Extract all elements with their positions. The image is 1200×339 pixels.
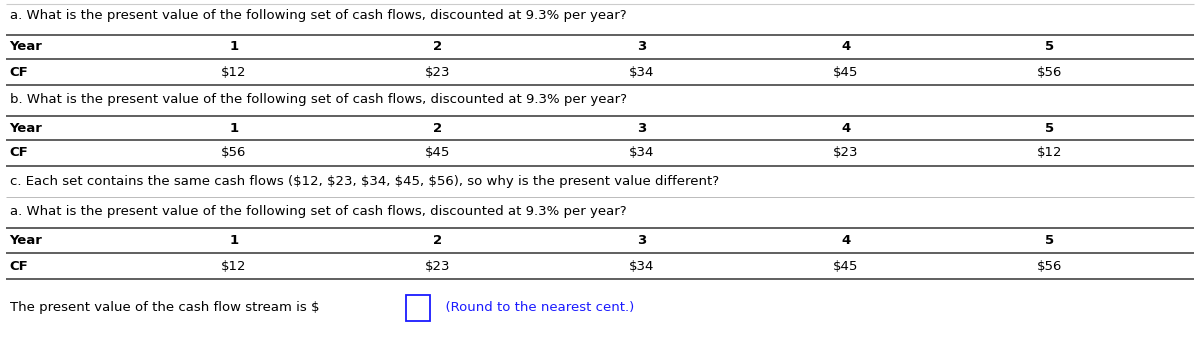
Text: (Round to the nearest cent.): (Round to the nearest cent.) (437, 301, 634, 315)
Text: 4: 4 (841, 121, 851, 135)
Text: $12: $12 (221, 65, 247, 79)
Text: a. What is the present value of the following set of cash flows, discounted at 9: a. What is the present value of the foll… (10, 205, 626, 219)
Text: b. What is the present value of the following set of cash flows, discounted at 9: b. What is the present value of the foll… (10, 94, 626, 106)
Text: $56: $56 (1037, 65, 1063, 79)
Text: 4: 4 (841, 235, 851, 247)
Text: $45: $45 (833, 65, 859, 79)
Text: 3: 3 (637, 40, 647, 54)
Text: 3: 3 (637, 235, 647, 247)
Text: $45: $45 (425, 146, 451, 160)
Text: $34: $34 (629, 65, 655, 79)
Text: Year: Year (10, 235, 42, 247)
Text: 5: 5 (1045, 235, 1055, 247)
Text: 4: 4 (841, 40, 851, 54)
Text: $34: $34 (629, 146, 655, 160)
Text: c. Each set contains the same cash flows ($12, $23, $34, $45, $56), so why is th: c. Each set contains the same cash flows… (10, 175, 719, 187)
Text: Year: Year (10, 40, 42, 54)
Text: CF: CF (10, 259, 29, 273)
Text: 5: 5 (1045, 121, 1055, 135)
Text: 2: 2 (433, 235, 443, 247)
Text: 3: 3 (637, 121, 647, 135)
Text: 5: 5 (1045, 40, 1055, 54)
Text: $23: $23 (425, 259, 451, 273)
Text: 1: 1 (229, 121, 239, 135)
Text: $12: $12 (1037, 146, 1063, 160)
Text: Year: Year (10, 121, 42, 135)
FancyBboxPatch shape (406, 295, 430, 321)
Text: $23: $23 (833, 146, 859, 160)
Text: 1: 1 (229, 235, 239, 247)
Text: CF: CF (10, 65, 29, 79)
Text: $34: $34 (629, 259, 655, 273)
Text: $12: $12 (221, 259, 247, 273)
Text: The present value of the cash flow stream is $: The present value of the cash flow strea… (10, 301, 319, 315)
Text: 2: 2 (433, 121, 443, 135)
Text: 1: 1 (229, 40, 239, 54)
Text: 2: 2 (433, 40, 443, 54)
Text: $45: $45 (833, 259, 859, 273)
Text: $56: $56 (221, 146, 247, 160)
Text: CF: CF (10, 146, 29, 160)
Text: $23: $23 (425, 65, 451, 79)
Text: a. What is the present value of the following set of cash flows, discounted at 9: a. What is the present value of the foll… (10, 9, 626, 22)
Text: $56: $56 (1037, 259, 1063, 273)
